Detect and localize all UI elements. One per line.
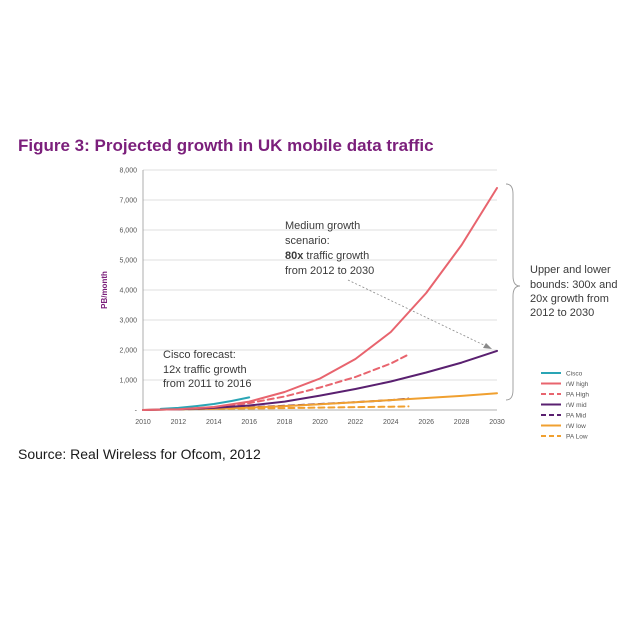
x-tick-label: 2020 — [312, 419, 328, 426]
cisco-line-1: Cisco forecast: — [163, 349, 236, 361]
series-lines — [142, 187, 498, 411]
cisco-annotation: Cisco forecast: 12x traffic growth from … — [163, 349, 251, 390]
medium-line-3: 80x traffic growth — [285, 250, 369, 262]
y-tick-label: 4,000 — [119, 288, 137, 295]
x-tick-label: 2016 — [241, 419, 257, 426]
x-tick-label: 2010 — [135, 419, 151, 426]
bounds-line-3: 20x growth from — [530, 293, 609, 305]
bounds-annotation: Upper and lower bounds: 300x and 20x gro… — [530, 264, 617, 319]
y-tick-label: 7,000 — [119, 198, 137, 205]
x-tick-label: 2012 — [171, 419, 187, 426]
x-tick-labels: 2010 2012 2014 2016 2018 2020 2022 2024 2026 2028… — [135, 419, 505, 426]
y-tick-label: 5,000 — [119, 258, 137, 265]
x-tick-label: 2022 — [348, 419, 364, 426]
medium-growth-arrowhead — [483, 343, 492, 349]
y-tick-label: 2,000 — [119, 348, 137, 355]
source-note: Source: Real Wireless for Ofcom, 2012 — [18, 446, 261, 462]
y-axis-label: PB/month — [100, 271, 109, 309]
legend: Cisco rW high PA High rW mid PA Mid rW low PA … — [541, 370, 589, 440]
legend-label: rW high — [566, 381, 589, 388]
gridlines — [143, 169, 497, 381]
x-tick-label: 2028 — [454, 419, 470, 426]
legend-label: rW low — [566, 423, 586, 430]
bounds-line-4: 2012 to 2030 — [530, 307, 594, 319]
y-tick-label: 3,000 — [119, 318, 137, 325]
cisco-line-3: from 2011 to 2016 — [163, 378, 251, 390]
medium-line-4: from 2012 to 2030 — [285, 265, 374, 277]
series-line-rw-high — [142, 187, 498, 411]
medium-growth-annotation: Medium growth scenario: 80x traffic grow… — [285, 220, 374, 277]
bounds-line-2: bounds: 300x and — [530, 279, 617, 291]
legend-label: Cisco — [566, 370, 583, 377]
y-tick-label: - — [135, 408, 138, 415]
x-tick-label: 2024 — [383, 419, 399, 426]
y-tick-label: 1,000 — [119, 378, 137, 385]
figure-title: Figure 3: Projected growth in UK mobile … — [18, 136, 434, 155]
x-tick-label: 2018 — [277, 419, 293, 426]
bounds-line-1: Upper and lower — [530, 264, 611, 276]
medium-line-3-rest: traffic growth — [303, 250, 369, 262]
legend-label: PA Mid — [566, 412, 586, 419]
medium-line-2: scenario: — [285, 235, 330, 247]
legend-label: PA Low — [566, 433, 588, 440]
legend-label: PA High — [566, 391, 589, 398]
bounds-brace — [505, 183, 521, 401]
legend-label: rW mid — [566, 402, 587, 409]
series-line-cisco — [159, 396, 251, 410]
y-tick-label: 8,000 — [119, 168, 137, 175]
x-tick-label: 2030 — [489, 419, 505, 426]
x-tick-label: 2026 — [418, 419, 434, 426]
y-tick-label: 6,000 — [119, 228, 137, 235]
cisco-line-2: 12x traffic growth — [163, 364, 247, 376]
x-tick-label: 2014 — [206, 419, 222, 426]
medium-line-1: Medium growth — [285, 220, 360, 232]
medium-line-3-bold: 80x — [285, 250, 304, 262]
y-tick-labels: - 1,000 2,000 3,000 4,000 5,000 6,000 7,000 8,00… — [119, 168, 137, 415]
